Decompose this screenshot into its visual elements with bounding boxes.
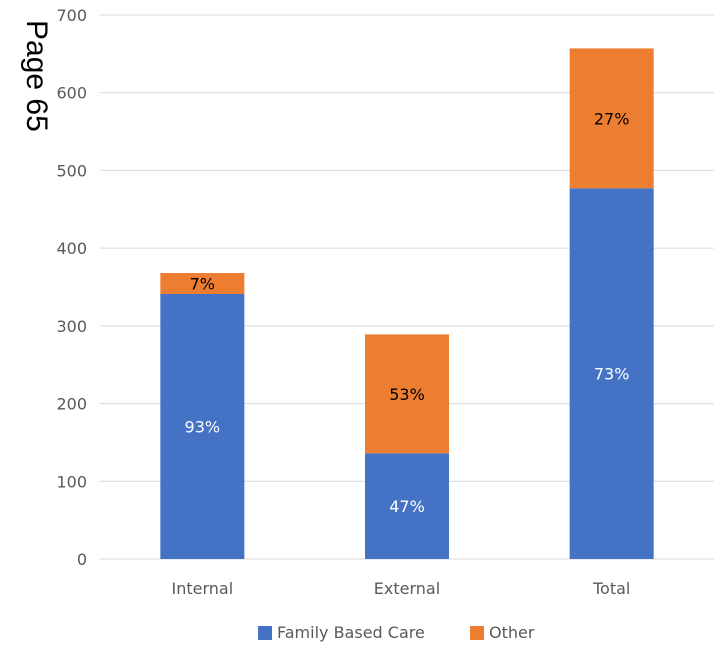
- bar-segment-external-other: [365, 334, 449, 454]
- y-tick-label: 700: [56, 6, 87, 25]
- legend-label: Family Based Care: [277, 623, 425, 642]
- data-label: 73%: [594, 365, 630, 384]
- bar-segment-internal-family-based-care: [160, 293, 245, 559]
- data-label: 47%: [389, 497, 425, 516]
- y-tick-label: 500: [56, 161, 87, 180]
- bar-segment-total-other: [569, 48, 654, 189]
- bar-segment-total-family-based-care: [569, 188, 654, 559]
- bar-segment-internal-other: [160, 273, 245, 294]
- data-label: 53%: [389, 385, 425, 404]
- category-label-external: External: [374, 579, 440, 598]
- data-label: 27%: [594, 109, 630, 128]
- segment-labels: 93% 7% 47% 53% 73% 27%: [185, 109, 630, 516]
- y-axis-tick-labels: 0 100 200 300 400 500 600 700: [56, 6, 87, 569]
- y-tick-label: 400: [56, 239, 87, 258]
- y-tick-label: 200: [56, 395, 87, 414]
- page-number-watermark: Page 65: [20, 20, 53, 132]
- legend-label: Other: [489, 623, 535, 642]
- legend-swatch-other: [470, 626, 484, 640]
- data-label: 7%: [190, 275, 215, 294]
- y-tick-label: 100: [56, 472, 87, 491]
- data-label: 93%: [185, 417, 221, 436]
- legend: Family Based Care Other: [258, 623, 535, 642]
- y-tick-label: 0: [77, 550, 87, 569]
- y-tick-label: 300: [56, 317, 87, 336]
- legend-swatch-family-based-care: [258, 626, 272, 640]
- bars: [160, 48, 654, 559]
- category-label-total: Total: [592, 579, 630, 598]
- category-label-internal: Internal: [171, 579, 233, 598]
- x-axis-category-labels: Internal External Total: [171, 579, 630, 598]
- bar-segment-external-family-based-care: [365, 453, 449, 559]
- y-tick-label: 600: [56, 84, 87, 103]
